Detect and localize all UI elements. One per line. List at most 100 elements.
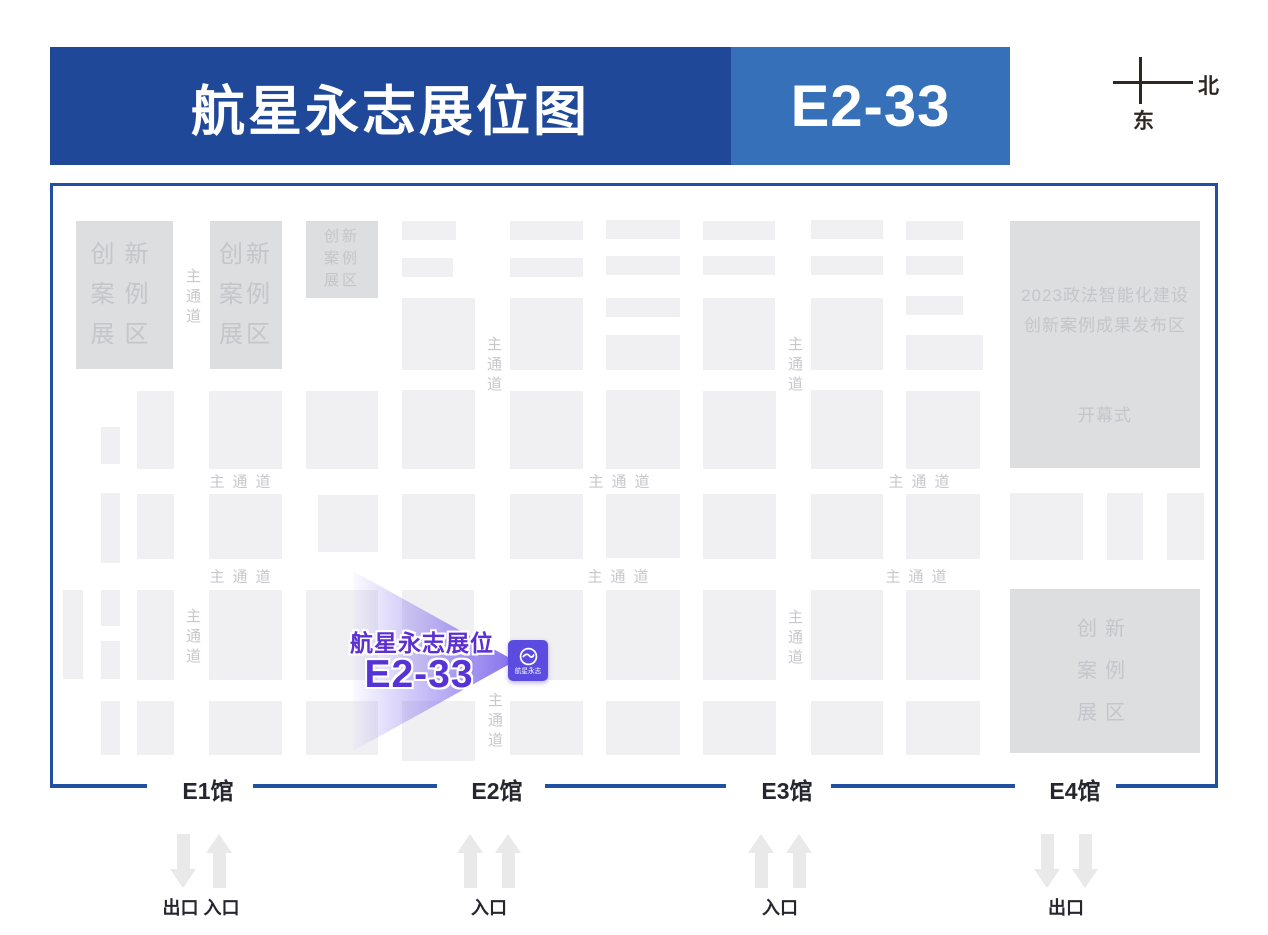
compass-vertical-line bbox=[1139, 57, 1142, 104]
hall-label: E1馆 bbox=[182, 778, 234, 804]
hall-label: E4馆 bbox=[1049, 778, 1101, 804]
booth-block bbox=[510, 298, 583, 370]
booth-block bbox=[137, 590, 174, 680]
booth-block bbox=[906, 494, 980, 559]
gate-label: 入口 bbox=[762, 898, 798, 918]
booth-block bbox=[606, 220, 680, 239]
map-bottom-line bbox=[253, 784, 437, 788]
booth-block bbox=[703, 590, 776, 680]
booth-block bbox=[101, 427, 120, 464]
booth-block bbox=[606, 390, 680, 469]
aisle-label-vertical: 主通道 bbox=[485, 336, 502, 396]
booth-block bbox=[906, 590, 980, 680]
title-banner: 航星永志展位图 bbox=[50, 47, 731, 165]
arrow-up-icon bbox=[786, 834, 812, 853]
zone-label-line: 创新 bbox=[90, 241, 159, 268]
arrow-up-icon bbox=[495, 834, 521, 853]
booth-block bbox=[811, 298, 883, 370]
arrow-shaft bbox=[1040, 834, 1054, 869]
map-bottom-line bbox=[1116, 784, 1218, 788]
hall-label: E2馆 bbox=[471, 778, 523, 804]
booth-block bbox=[402, 298, 475, 370]
zone-label-line: 案例 bbox=[90, 281, 159, 308]
booth-block bbox=[606, 298, 680, 317]
hall-label: E3馆 bbox=[761, 778, 813, 804]
booth-number-badge: E2-33 bbox=[731, 47, 1010, 165]
highlight-booth-name: 航星永志展位 bbox=[350, 630, 494, 656]
gate-arrow-down bbox=[1034, 834, 1060, 888]
zone-area: 2023政法智能化建设 创新案例成果发布区 开幕式 bbox=[1010, 221, 1200, 468]
booth-block bbox=[510, 258, 583, 277]
booth-block bbox=[101, 701, 120, 755]
map-bottom-line bbox=[545, 784, 726, 788]
gate-label: 出口 bbox=[1048, 898, 1084, 918]
zone-label-line: 创新 bbox=[219, 241, 273, 268]
zone-label-line bbox=[1010, 371, 1200, 401]
zone-label-line: 创新 bbox=[323, 228, 360, 245]
arrow-up-icon bbox=[748, 834, 774, 853]
map-bottom-line bbox=[50, 784, 147, 788]
booth-block bbox=[906, 221, 963, 240]
aisle-label-vertical: 主通道 bbox=[184, 608, 201, 668]
floor-map: 航星永志展位 E2-33 航星永志 创新 案例 展区 创新 案例 展区 创新 案例 展区 2023… bbox=[50, 183, 1218, 785]
arrow-shaft bbox=[176, 834, 190, 869]
gate-label: 入口 bbox=[471, 898, 507, 918]
arrow-shaft bbox=[212, 853, 226, 888]
zone-label-line: 展区 bbox=[1077, 702, 1133, 724]
zone-label-line: 案例 bbox=[323, 250, 360, 267]
aisle-label-vertical: 主通道 bbox=[486, 692, 503, 752]
booth-block bbox=[906, 296, 963, 315]
company-logo-icon bbox=[519, 647, 537, 665]
zone-label-line: 展区 bbox=[219, 321, 273, 348]
booth-block bbox=[811, 390, 883, 469]
zone-area: 创新 案例 展区 bbox=[210, 221, 282, 369]
aisle-label-vertical: 主通道 bbox=[184, 268, 201, 328]
page-title: 航星永志展位图 bbox=[191, 81, 590, 142]
gate-arrow-down bbox=[1072, 834, 1098, 888]
arrow-shaft bbox=[754, 853, 768, 888]
aisle-label-horizontal: 主通道 bbox=[885, 568, 955, 586]
zone-area: 创新 案例 展区 bbox=[76, 221, 173, 369]
zone-label-line: 案例 bbox=[1077, 660, 1133, 682]
arrow-shaft bbox=[1078, 834, 1092, 869]
zone-label-line: 开幕式 bbox=[1078, 406, 1132, 425]
booth-block bbox=[811, 256, 883, 275]
map-bottom-line bbox=[831, 784, 1015, 788]
compass-east-label: 东 bbox=[1133, 110, 1154, 133]
booth-block bbox=[318, 495, 378, 552]
booth-block bbox=[402, 494, 475, 559]
booth-block bbox=[510, 701, 583, 755]
booth-block bbox=[606, 335, 680, 370]
aisle-label-vertical: 主通道 bbox=[786, 609, 803, 669]
arrow-shaft bbox=[463, 853, 477, 888]
booth-block bbox=[209, 590, 282, 680]
booth-block bbox=[811, 220, 883, 239]
compass-north-label: 北 bbox=[1198, 75, 1219, 98]
booth-block bbox=[402, 221, 456, 240]
booth-block bbox=[811, 494, 883, 559]
arrow-up-icon bbox=[457, 834, 483, 853]
compass-horizontal-line bbox=[1113, 81, 1193, 84]
aisle-label-horizontal: 主通道 bbox=[209, 473, 279, 491]
booth-block bbox=[906, 701, 980, 755]
booth-block bbox=[703, 298, 775, 370]
booth-block bbox=[137, 391, 174, 469]
booth-block bbox=[703, 701, 776, 755]
booth-number: E2-33 bbox=[790, 73, 951, 139]
zone-label-line: 创新 bbox=[1077, 618, 1133, 640]
booth-block bbox=[402, 258, 453, 277]
booth-block bbox=[101, 641, 120, 679]
booth-block bbox=[510, 221, 583, 240]
booth-block bbox=[63, 590, 83, 679]
gate-arrow-up bbox=[206, 834, 232, 888]
arrow-up-icon bbox=[206, 834, 232, 853]
booth-block bbox=[906, 256, 963, 275]
booth-marker: 航星永志 bbox=[508, 640, 548, 681]
booth-block bbox=[606, 494, 680, 558]
booth-block bbox=[703, 221, 775, 240]
marker-label: 航星永志 bbox=[514, 667, 542, 675]
booth-block bbox=[101, 493, 120, 563]
zone-label-line: 创新案例成果发布区 bbox=[1024, 316, 1186, 335]
booth-block bbox=[906, 335, 983, 370]
